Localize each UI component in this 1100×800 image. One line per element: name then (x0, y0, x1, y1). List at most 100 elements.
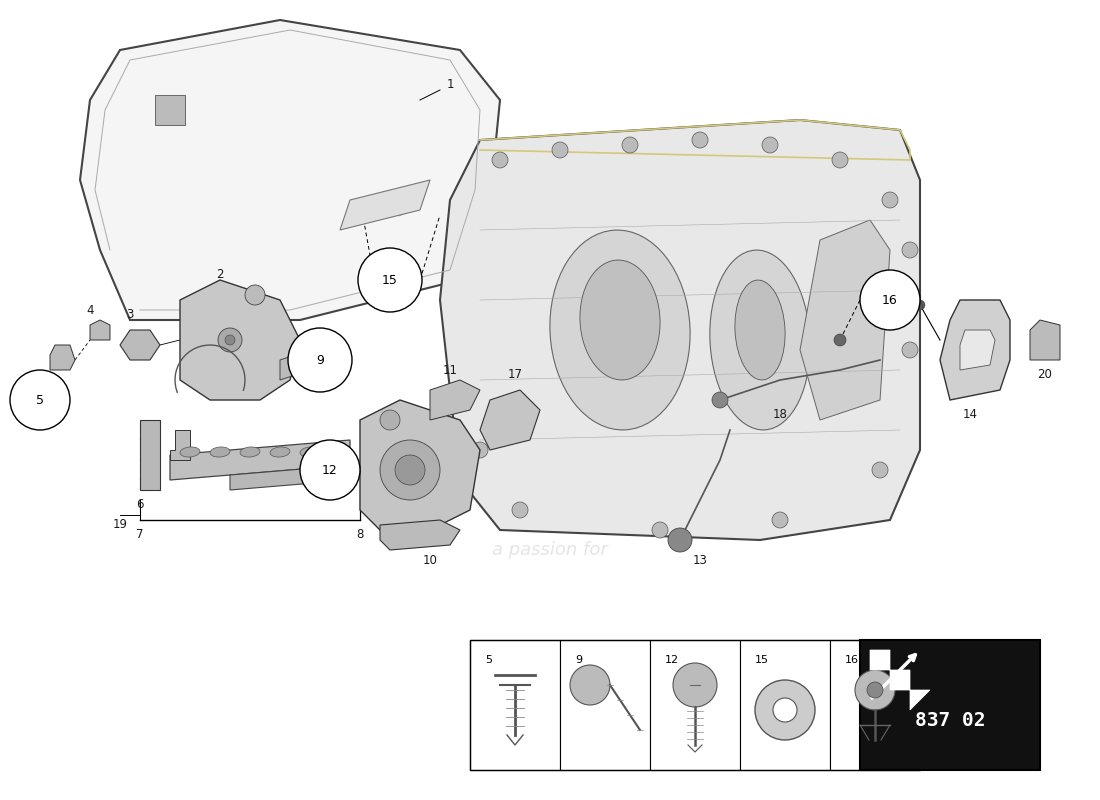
Circle shape (472, 442, 488, 458)
Polygon shape (650, 640, 740, 770)
Text: 13: 13 (693, 554, 707, 566)
Text: 19: 19 (112, 518, 128, 531)
Circle shape (300, 440, 360, 500)
Polygon shape (430, 380, 480, 420)
Circle shape (226, 335, 235, 345)
Polygon shape (940, 300, 1010, 400)
Polygon shape (830, 640, 920, 770)
Circle shape (867, 682, 883, 698)
Text: 11: 11 (442, 363, 458, 377)
Circle shape (552, 142, 568, 158)
Polygon shape (379, 520, 460, 550)
Text: 837 02: 837 02 (915, 710, 986, 730)
Polygon shape (230, 465, 350, 490)
Polygon shape (470, 640, 560, 770)
Text: 5: 5 (36, 394, 44, 406)
Polygon shape (155, 95, 185, 125)
Circle shape (621, 137, 638, 153)
Text: 18: 18 (772, 409, 788, 422)
Polygon shape (50, 345, 75, 370)
Polygon shape (180, 280, 300, 400)
Circle shape (358, 248, 422, 312)
Text: 6: 6 (136, 498, 144, 511)
Text: 4: 4 (86, 303, 94, 317)
Polygon shape (170, 440, 350, 480)
Text: 10: 10 (422, 554, 438, 566)
Circle shape (773, 698, 798, 722)
Circle shape (855, 670, 895, 710)
Polygon shape (1030, 320, 1060, 360)
Ellipse shape (735, 280, 785, 380)
Polygon shape (140, 420, 159, 490)
Circle shape (872, 462, 888, 478)
Circle shape (860, 270, 920, 330)
Circle shape (245, 285, 265, 305)
Circle shape (10, 370, 70, 430)
Polygon shape (170, 430, 190, 460)
Circle shape (915, 300, 925, 310)
Polygon shape (340, 180, 430, 230)
Ellipse shape (240, 447, 260, 457)
Circle shape (668, 528, 692, 552)
Circle shape (379, 440, 440, 500)
Circle shape (692, 132, 708, 148)
Circle shape (673, 663, 717, 707)
FancyBboxPatch shape (860, 640, 1040, 770)
Polygon shape (440, 120, 920, 540)
Circle shape (755, 680, 815, 740)
Text: 12: 12 (322, 463, 338, 477)
Text: 14: 14 (962, 409, 978, 422)
Polygon shape (80, 20, 500, 320)
Text: 12: 12 (666, 655, 679, 665)
Text: 20: 20 (1037, 369, 1053, 382)
Text: eurospares: eurospares (497, 261, 742, 299)
Circle shape (772, 512, 788, 528)
Circle shape (395, 455, 425, 485)
Text: 15: 15 (755, 655, 769, 665)
Text: 15: 15 (382, 274, 398, 286)
Circle shape (379, 410, 400, 430)
Circle shape (712, 392, 728, 408)
Circle shape (512, 502, 528, 518)
Text: 16: 16 (845, 655, 859, 665)
Polygon shape (480, 390, 540, 450)
Polygon shape (90, 320, 110, 340)
Text: a passion for: a passion for (492, 541, 608, 559)
Circle shape (492, 152, 508, 168)
Circle shape (570, 665, 611, 705)
Polygon shape (800, 220, 890, 420)
Polygon shape (280, 350, 310, 380)
Ellipse shape (710, 250, 811, 430)
Ellipse shape (180, 447, 200, 457)
Ellipse shape (550, 230, 690, 430)
Text: 9: 9 (575, 655, 582, 665)
Text: 17: 17 (507, 369, 522, 382)
Ellipse shape (330, 447, 350, 457)
Circle shape (882, 192, 898, 208)
Circle shape (652, 522, 668, 538)
Ellipse shape (300, 447, 320, 457)
Ellipse shape (270, 447, 290, 457)
Polygon shape (740, 640, 830, 770)
Text: 5: 5 (485, 655, 492, 665)
Text: 3: 3 (126, 309, 134, 322)
Polygon shape (360, 400, 480, 530)
Text: 2: 2 (217, 269, 223, 282)
Circle shape (902, 342, 918, 358)
Circle shape (834, 334, 846, 346)
Text: 1: 1 (447, 78, 453, 91)
Polygon shape (870, 650, 930, 710)
Circle shape (218, 328, 242, 352)
Text: 8: 8 (356, 529, 364, 542)
Polygon shape (120, 330, 160, 360)
Circle shape (902, 242, 918, 258)
Circle shape (762, 137, 778, 153)
Polygon shape (560, 640, 650, 770)
Text: 7: 7 (136, 529, 144, 542)
Text: 9: 9 (316, 354, 323, 366)
Polygon shape (960, 330, 996, 370)
Circle shape (288, 328, 352, 392)
Text: 1985: 1985 (747, 199, 893, 301)
Text: 16: 16 (882, 294, 898, 306)
Circle shape (832, 152, 848, 168)
